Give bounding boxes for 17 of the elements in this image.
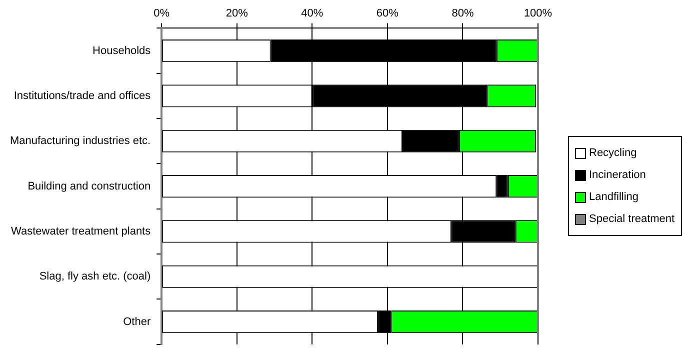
- y-tick-label: Wastewater treatment plants: [11, 226, 152, 238]
- y-tick-label: Slag, fly ash etc. (coal): [39, 270, 151, 283]
- legend-label: Special treatment: [589, 213, 675, 226]
- y-tick-label: Manufacturing industries etc.: [10, 135, 151, 148]
- legend-label: Landfilling: [589, 191, 639, 204]
- x-tick-label: 80%: [452, 8, 474, 20]
- y-tick-label: Other: [123, 316, 151, 328]
- text: Recycling: [589, 147, 637, 160]
- y-tick-label: Institutions/trade and offices: [14, 90, 152, 102]
- x-tick-label: 20%: [226, 8, 248, 20]
- x-tick-label: 40%: [301, 8, 324, 20]
- x-tick-label: 60%: [376, 8, 399, 20]
- y-tick-label: Building and construction: [28, 180, 151, 192]
- y-tick-label: Households: [92, 44, 152, 57]
- x-tick-label: 0%: [154, 8, 170, 20]
- legend-label: Incineration: [589, 169, 646, 182]
- x-tick-label: 100%: [524, 8, 552, 20]
